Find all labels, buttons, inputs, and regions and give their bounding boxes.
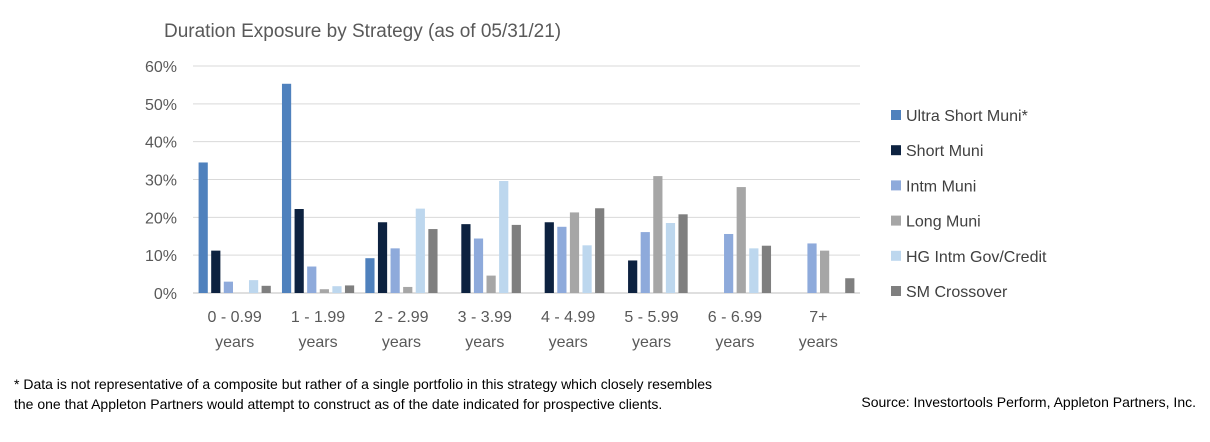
legend: Ultra Short Muni* Short Muni Intm Muni Long…: [891, 108, 1047, 301]
bar: [595, 208, 605, 293]
y-tick-label: 30%: [145, 173, 177, 190]
bar: [281, 83, 292, 293]
bar: [628, 260, 638, 293]
bar: [724, 233, 734, 293]
y-tick-label: 0%: [154, 286, 177, 303]
bar: [807, 243, 817, 293]
x-category-label: years: [549, 334, 588, 351]
bar: [665, 223, 676, 293]
bar: [820, 250, 830, 293]
y-tick-label: 40%: [145, 135, 177, 152]
x-category-label: 6 - 6.99: [708, 309, 762, 326]
bar: [544, 222, 554, 293]
legend-swatch: [891, 145, 901, 156]
bar: [211, 250, 221, 293]
x-category-label: years: [299, 334, 338, 351]
x-category-label: 4 - 4.99: [541, 309, 595, 326]
bar: [332, 286, 342, 293]
y-tick-label: 60%: [145, 59, 177, 76]
bar: [473, 238, 484, 293]
bar: [428, 229, 438, 293]
bar: [461, 224, 471, 293]
y-tick-label: 20%: [145, 210, 177, 227]
chart-title: Duration Exposure by Strategy (as of 05/…: [164, 21, 561, 42]
x-category-label: years: [465, 334, 504, 351]
bar: [511, 224, 521, 293]
bar: [845, 278, 855, 293]
bar: [307, 266, 317, 293]
x-category-label: 1 - 1.99: [291, 309, 345, 326]
legend-swatch: [891, 215, 901, 226]
x-category-label: years: [215, 334, 254, 351]
bar: [403, 286, 413, 293]
legend-swatch: [891, 250, 901, 261]
bar: [582, 245, 592, 293]
legend-label: Ultra Short Muni*: [906, 108, 1028, 125]
legend-swatch: [891, 180, 901, 191]
source-note: Source: Investortools Perform, Appleton …: [861, 394, 1196, 410]
y-tick-label: 10%: [145, 248, 177, 265]
y-tick-label: 50%: [145, 97, 177, 114]
legend-label: Long Muni: [906, 214, 981, 231]
bar: [365, 258, 375, 293]
footnote: * Data is not representative of a compos…: [14, 376, 713, 412]
bar: [486, 275, 496, 293]
bar: [415, 208, 425, 293]
bar: [653, 176, 663, 293]
x-category-label: years: [382, 334, 421, 351]
bar: [248, 280, 259, 293]
x-category-label: 2 - 2.99: [374, 309, 428, 326]
bar: [344, 285, 355, 293]
bar: [678, 214, 688, 293]
x-category-label: 7+: [809, 309, 827, 326]
bar: [499, 181, 509, 293]
legend-label: SM Crossover: [906, 284, 1008, 301]
bar: [198, 162, 208, 293]
x-category-label: 0 - 0.99: [208, 309, 262, 326]
bar: [377, 222, 388, 293]
bar: [557, 226, 567, 293]
duration-exposure-chart: Duration Exposure by Strategy (as of 05/…: [145, 21, 1047, 351]
x-category-label: 3 - 3.99: [458, 309, 512, 326]
x-category-label: years: [715, 334, 754, 351]
x-category-label: 5 - 5.99: [624, 309, 678, 326]
bar: [749, 248, 759, 293]
bar: [390, 248, 400, 293]
bar: [569, 212, 580, 293]
legend-label: HG Intm Gov/Credit: [906, 249, 1047, 266]
bar: [261, 285, 271, 293]
legend-label: Intm Muni: [906, 178, 976, 195]
x-category-label: years: [632, 334, 671, 351]
y-axis-ticks: 0% 10% 20% 30% 40% 50% 60%: [145, 59, 177, 303]
x-category-label: years: [799, 334, 838, 351]
bar: [736, 187, 746, 293]
bar: [294, 209, 304, 293]
gridlines: [193, 65, 860, 294]
bar: [223, 281, 233, 293]
legend-swatch: [891, 286, 901, 296]
bar: [761, 245, 772, 293]
legend-swatch: [891, 110, 901, 120]
bar: [640, 232, 650, 293]
bar-series: [198, 83, 855, 293]
legend-label: Short Muni: [906, 143, 983, 160]
x-axis-categories: 0 - 0.99 years 1 - 1.99 years 2 - 2.99 years 3…: [208, 309, 838, 351]
bar: [319, 289, 329, 293]
